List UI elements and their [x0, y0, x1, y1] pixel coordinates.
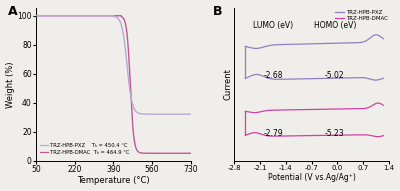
Legend: TRZ-HPB-PXZ, TRZ-HPB-DMAC: TRZ-HPB-PXZ, TRZ-HPB-DMAC	[335, 10, 388, 21]
Text: HOMO (eV): HOMO (eV)	[314, 21, 356, 30]
Text: LUMO (eV): LUMO (eV)	[253, 21, 293, 30]
Y-axis label: Weight (%): Weight (%)	[6, 61, 14, 108]
Y-axis label: Current: Current	[224, 69, 233, 100]
Text: -2.79: -2.79	[263, 129, 283, 138]
Text: -5.02: -5.02	[325, 71, 344, 80]
Text: -5.23: -5.23	[325, 129, 344, 138]
Text: A: A	[8, 6, 18, 19]
X-axis label: Temperature (°C): Temperature (°C)	[77, 176, 150, 185]
X-axis label: Potential (V vs.Ag/Ag⁺): Potential (V vs.Ag/Ag⁺)	[268, 173, 356, 182]
Text: B: B	[213, 6, 222, 19]
Legend: TRZ-HPB-PXZ    Tₕ = 450.4 °C, TRZ-HPB-DMAC  Tₕ = 464.9 °C: TRZ-HPB-PXZ Tₕ = 450.4 °C, TRZ-HPB-DMAC …	[40, 143, 129, 155]
Text: -2.68: -2.68	[263, 71, 283, 80]
